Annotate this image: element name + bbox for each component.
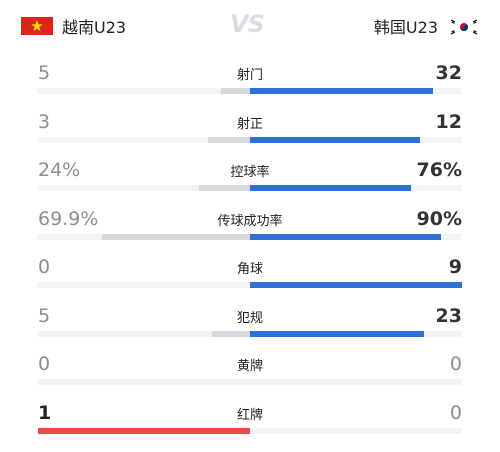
stat-label: 射正	[236, 116, 263, 132]
home-stat-value: 24%	[38, 159, 81, 181]
away-stat-bar	[250, 185, 412, 191]
away-team-name: 韩国U23	[373, 18, 438, 37]
stat-row: 0 角球 9	[0, 256, 500, 306]
home-stat-value: 5	[38, 62, 51, 84]
away-stat-value: 32	[435, 62, 462, 84]
stat-label: 犯规	[236, 310, 263, 326]
vietnam-flag-icon	[21, 17, 53, 35]
away-stat-value: 0	[449, 401, 462, 424]
stat-row: 3 射正 12	[0, 110, 500, 161]
stat-label: 传球成功率	[217, 213, 283, 229]
away-stat-bar	[250, 282, 462, 288]
vs-icon: VS	[230, 10, 265, 38]
stat-bar-track	[38, 379, 462, 385]
korea-flag-icon	[448, 17, 480, 35]
stat-label: 控球率	[230, 165, 270, 180]
away-stat-value: 76%	[416, 159, 462, 181]
away-stat-bar	[250, 233, 441, 240]
home-stat-value: 0	[38, 256, 51, 278]
home-stat-value: 1	[38, 401, 52, 424]
home-stat-bar	[38, 427, 250, 434]
away-stat-bar	[250, 88, 434, 94]
away-stat-bar	[250, 330, 424, 337]
home-stat-bar	[211, 330, 250, 337]
home-stat-value: 5	[38, 304, 51, 327]
home-stat-bar	[199, 185, 250, 191]
stat-row: 24% 控球率 76%	[0, 159, 500, 209]
away-stat-value: 9	[448, 256, 462, 278]
stat-label: 黄牌	[236, 359, 263, 374]
away-stat-value: 0	[449, 353, 462, 375]
away-stat-value: 90%	[416, 207, 462, 230]
stat-row: 69.9% 传球成功率 90%	[0, 207, 500, 258]
stat-row: 0 黄牌 0	[0, 353, 500, 403]
away-stat-bar	[250, 136, 420, 143]
stat-row: 1 红牌 0	[0, 401, 500, 452]
away-stat-value: 12	[435, 110, 462, 133]
stat-row: 5 犯规 23	[0, 304, 500, 355]
home-stat-bar	[207, 136, 250, 143]
stat-label: 角球	[236, 262, 263, 277]
stat-label: 红牌	[236, 407, 263, 423]
home-stat-value: 0	[38, 353, 51, 375]
away-stat-value: 23	[435, 304, 462, 327]
match-header: 越南U23 VS 韩国U23	[0, 0, 500, 52]
stat-row: 5 射门 32	[0, 62, 500, 112]
stat-bar-track	[38, 427, 462, 434]
home-stat-value: 69.9%	[38, 207, 99, 230]
home-team-name: 越南U23	[62, 18, 127, 37]
stat-label: 射门	[236, 68, 263, 83]
home-stat-bar	[101, 233, 250, 240]
home-stat-value: 3	[38, 110, 51, 133]
home-stat-bar	[221, 88, 250, 94]
